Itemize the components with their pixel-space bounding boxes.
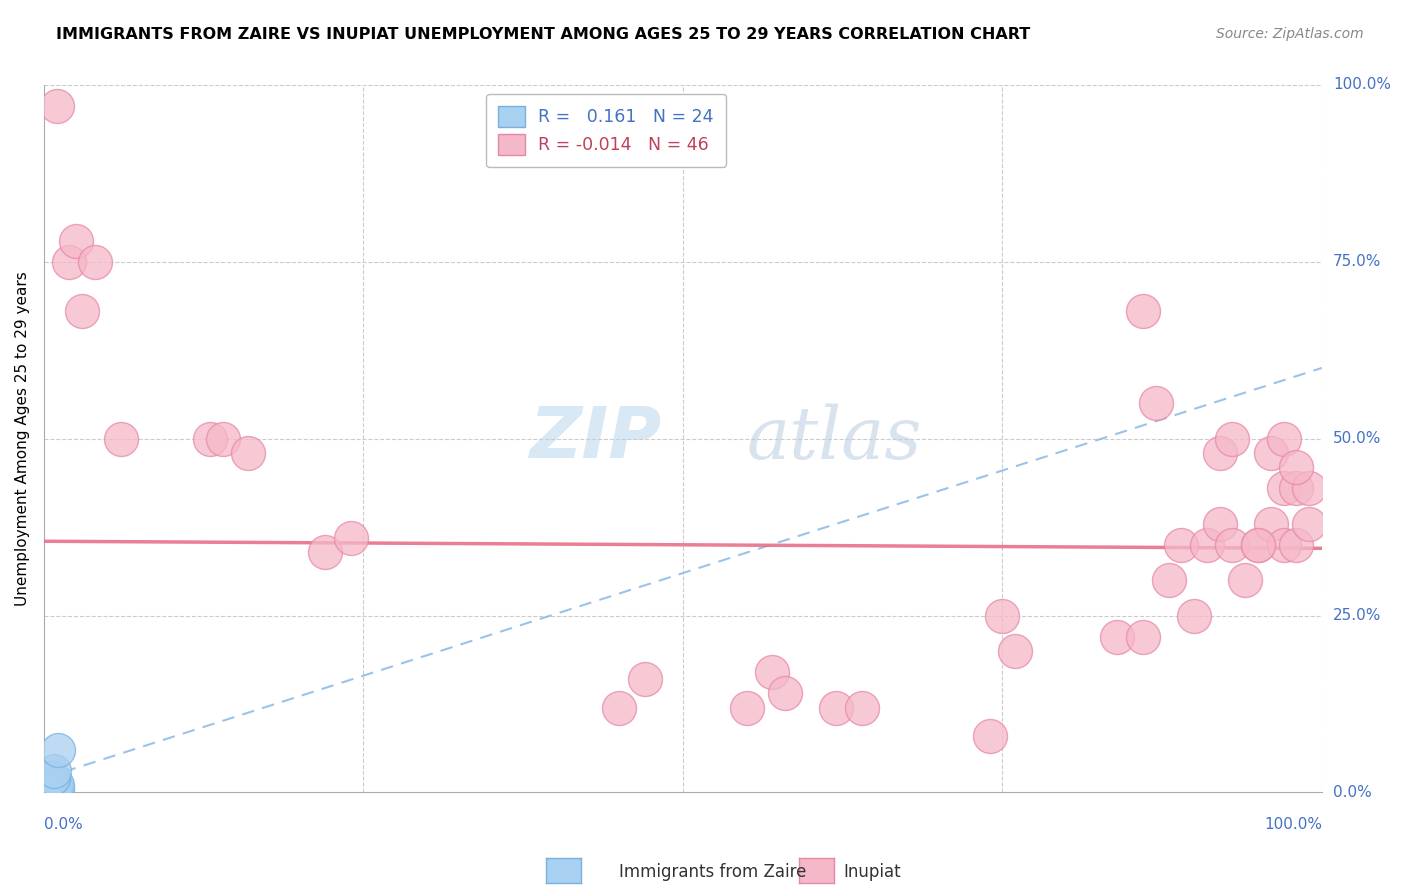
Point [1285, 538, 1308, 552]
Point [607, 700, 630, 714]
Text: 0.0%: 0.0% [1333, 785, 1372, 800]
Point [198, 432, 221, 446]
Point [1298, 516, 1320, 531]
Point [735, 700, 758, 714]
Point [1285, 460, 1308, 475]
Text: 100.0%: 100.0% [1333, 78, 1391, 93]
Point [1208, 516, 1230, 531]
Point [38, 781, 60, 796]
Point [1182, 608, 1205, 623]
Point [1285, 481, 1308, 495]
Point [46, 743, 69, 757]
Point [1107, 630, 1129, 644]
Point [1260, 516, 1282, 531]
Point [761, 665, 783, 680]
Point [44, 778, 66, 792]
Text: 0.0%: 0.0% [44, 817, 83, 832]
Text: 100.0%: 100.0% [1264, 817, 1322, 832]
Point [339, 531, 361, 545]
Point [1272, 481, 1295, 495]
Point [1247, 538, 1270, 552]
Y-axis label: Unemployment Among Ages 25 to 29 years: Unemployment Among Ages 25 to 29 years [15, 271, 30, 606]
Point [1208, 446, 1230, 460]
Text: Inupiat: Inupiat [844, 863, 901, 881]
Text: 50.0%: 50.0% [1333, 431, 1381, 446]
Point [1170, 538, 1192, 552]
Point [991, 608, 1014, 623]
Point [1195, 538, 1218, 552]
Point [42, 781, 65, 796]
Text: atlas: atlas [747, 403, 922, 474]
Point [110, 432, 132, 446]
Point [1272, 432, 1295, 446]
Point [773, 686, 796, 700]
Point [42, 778, 65, 792]
Text: Immigrants from Zaire: Immigrants from Zaire [619, 863, 806, 881]
Point [65, 234, 87, 248]
Point [1222, 432, 1244, 446]
Point [42, 764, 65, 779]
Point [44, 781, 66, 796]
Point [39, 778, 62, 792]
Point [1132, 630, 1154, 644]
Text: 75.0%: 75.0% [1333, 254, 1381, 269]
Point [84, 255, 107, 269]
Point [1260, 446, 1282, 460]
Text: Source: ZipAtlas.com: Source: ZipAtlas.com [1216, 27, 1364, 41]
Point [35, 781, 58, 796]
Point [39, 781, 62, 796]
Point [825, 700, 848, 714]
Point [979, 729, 1001, 743]
Point [633, 672, 655, 686]
Point [45, 99, 67, 113]
Point [211, 432, 233, 446]
Point [45, 778, 67, 792]
Point [1004, 644, 1026, 658]
Point [1157, 573, 1180, 587]
Point [1247, 538, 1270, 552]
Point [41, 771, 63, 785]
Legend: R =   0.161   N = 24, R = -0.014   N = 46: R = 0.161 N = 24, R = -0.014 N = 46 [486, 94, 725, 167]
Point [1222, 538, 1244, 552]
Point [38, 771, 60, 785]
Point [238, 446, 260, 460]
Point [39, 771, 62, 785]
Point [1298, 481, 1320, 495]
Point [45, 781, 67, 796]
Text: ZIP: ZIP [530, 404, 662, 473]
Point [42, 781, 65, 796]
Point [42, 778, 65, 792]
Point [41, 778, 63, 792]
Point [1272, 538, 1295, 552]
Point [37, 771, 59, 785]
Point [35, 771, 58, 785]
Point [41, 781, 63, 796]
Point [37, 778, 59, 792]
Point [1132, 304, 1154, 318]
Point [1234, 573, 1257, 587]
Text: 25.0%: 25.0% [1333, 608, 1381, 623]
Point [38, 778, 60, 792]
Point [851, 700, 873, 714]
Point [58, 255, 80, 269]
Point [314, 545, 336, 559]
Point [1144, 396, 1167, 410]
Text: IMMIGRANTS FROM ZAIRE VS INUPIAT UNEMPLOYMENT AMONG AGES 25 TO 29 YEARS CORRELAT: IMMIGRANTS FROM ZAIRE VS INUPIAT UNEMPLO… [56, 27, 1031, 42]
Point [70, 304, 93, 318]
Point [42, 771, 65, 785]
